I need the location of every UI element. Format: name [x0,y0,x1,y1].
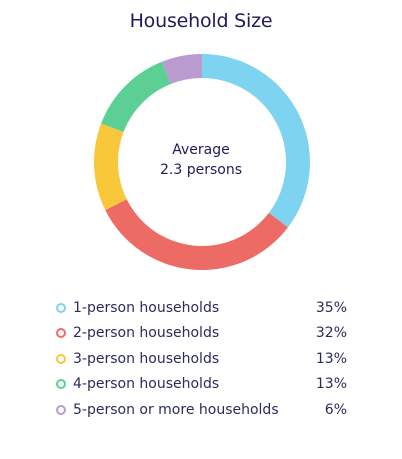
legend-value: 35% [315,299,347,316]
legend-item-4-person[interactable]: 4-person households 13% [55,372,347,398]
donut-slice-2-person[interactable] [105,199,288,271]
legend-marker-2-person [56,328,66,339]
legend-item-1-person[interactable]: 1-person households 35% [55,295,347,321]
legend-marker-3-person [56,353,66,364]
legend-value: 6% [324,401,347,418]
legend-value: 13% [315,350,347,367]
legend-label: 5-person or more households [73,401,279,418]
legend-marker-1-person [56,302,66,313]
donut-chart [94,54,310,271]
donut-slice-3-person[interactable] [94,123,127,210]
legend-label: 3-person households [73,350,220,367]
center-label-title: Average [172,142,230,158]
donut-slice-5-person-or-more[interactable] [161,54,202,85]
legend-item-3-person[interactable]: 3-person households 13% [55,346,347,372]
legend-label: 4-person households [73,376,220,393]
legend-marker-4-person [56,379,66,390]
legend-label: 1-person households [73,299,220,316]
legend: 1-person households 35% 2-person househo… [55,295,347,423]
chart-title: Household Size [129,10,273,32]
legend-value: 32% [315,325,347,342]
legend-item-5-person-or-more[interactable]: 5-person or more households 6% [55,397,347,423]
legend-value: 13% [315,376,347,393]
donut-slice-4-person[interactable] [101,61,171,133]
legend-marker-5-person-or-more [56,404,66,415]
legend-label: 2-person households [73,325,220,342]
legend-item-2-person[interactable]: 2-person households 32% [55,321,347,347]
donut-slice-1-person[interactable] [202,54,310,228]
center-label-value: 2.3 persons [160,162,242,178]
